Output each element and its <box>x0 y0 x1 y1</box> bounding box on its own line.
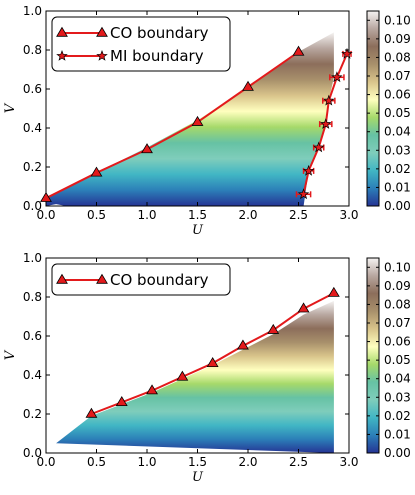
colorbar-tick-label: 0.05 <box>384 353 411 367</box>
y-tick-label: 0.0 <box>23 199 42 213</box>
series-mi-boundary <box>295 47 353 200</box>
colorbar: 0.00 0.01 0.02 0.03 0.04 0.05 0.06 0.07 0.08 0.09… <box>366 257 411 460</box>
y-tick-label: 0.6 <box>23 82 42 96</box>
colorbar-tick-label: 0.02 <box>384 162 411 176</box>
star-marker <box>323 94 335 106</box>
chart-2: 0.0 0.5 1.0 1.5 2.0 2.5 3.0 0.0 0.2 0.4 0.6 0.8 1.0 U… <box>3 251 411 485</box>
legend-label: CO boundary <box>110 24 209 42</box>
colorbar: 0.00 0.01 0.02 0.03 0.04 0.05 0.06 0.07 0.08 0.09… <box>366 10 411 213</box>
colorbar-tick-label: 0.10 <box>384 13 411 27</box>
triangle-marker <box>191 115 204 126</box>
colorbar-tick-label: 0.00 <box>384 446 411 460</box>
colorbar-tick-label: 0.07 <box>384 316 411 330</box>
triangle-marker <box>115 396 128 407</box>
y-tick-label: 0.4 <box>23 121 42 135</box>
triangle-marker <box>292 45 305 56</box>
x-tick-label: 2.5 <box>289 455 308 469</box>
colorbar-tick-label: 0.06 <box>384 335 411 349</box>
y-tick-label: 0.8 <box>23 290 42 304</box>
triangle-marker <box>40 191 52 202</box>
colorbar-tick-label: 0.03 <box>384 390 411 404</box>
x-axis-label: U <box>192 470 204 485</box>
legend-box <box>51 263 231 296</box>
colorbar-tick-label: 0.08 <box>384 297 411 311</box>
y-axis-label: V <box>3 349 18 360</box>
colorbar-tick-label: 0.01 <box>384 180 411 194</box>
triangle-marker <box>90 166 103 177</box>
star-marker <box>341 47 353 59</box>
legend-marker <box>96 26 108 37</box>
y-tick-label: 0.4 <box>23 368 42 382</box>
x-tick-label: 0.5 <box>87 208 106 222</box>
triangle-marker <box>141 143 153 154</box>
x-tick-label: 1.0 <box>137 208 156 222</box>
triangle-marker <box>237 339 249 350</box>
legend-marker <box>96 273 108 284</box>
x-axis-label: U <box>192 223 204 238</box>
star-marker <box>331 71 343 83</box>
colorbar-tick-label: 0.09 <box>384 279 411 293</box>
legend-marker <box>56 273 68 284</box>
x-tick-label: 1.5 <box>188 455 207 469</box>
legend-label: CO boundary <box>110 271 209 289</box>
x-tick-label: 2.0 <box>238 208 257 222</box>
x-tick-label: 0.0 <box>36 455 55 469</box>
legend: CO boundary MI boundary <box>51 16 231 72</box>
colorbar-tick-label: 0.04 <box>384 125 411 139</box>
colorbar-tick-label: 0.02 <box>384 409 411 423</box>
colorbar-fill <box>366 10 380 207</box>
colorbar-tick-label: 0.03 <box>384 143 411 157</box>
series-co-boundary <box>85 286 340 418</box>
y-tick-label: 1.0 <box>23 251 42 265</box>
colorbar-tick-label: 0.04 <box>384 372 411 386</box>
legend-box <box>51 16 231 72</box>
chart-1: 0.0 0.5 1.0 1.5 2.0 2.5 3.0 0.0 0.2 0.4 0.6 0.8 1.0 U… <box>3 4 411 238</box>
star-marker <box>320 118 332 129</box>
colorbar-tick-label: 0.06 <box>384 88 411 102</box>
y-tick-label: 0.2 <box>23 160 42 174</box>
series-co-boundary <box>40 45 305 202</box>
star-marker <box>302 164 315 176</box>
triangle-marker <box>206 357 219 368</box>
legend-marker <box>56 49 68 61</box>
y-tick-label: 0.8 <box>23 43 42 57</box>
x-tick-label: 0.0 <box>36 208 55 222</box>
x-tick-label: 3.0 <box>339 455 358 469</box>
colorbar-tick-label: 0.08 <box>384 50 411 64</box>
colorbar-tick-label: 0.07 <box>384 69 411 83</box>
x-tick-label: 1.0 <box>137 455 156 469</box>
triangle-marker <box>297 302 310 313</box>
colorbar-tick-label: 0.10 <box>384 260 411 274</box>
legend: CO boundary <box>51 263 231 296</box>
colorbar-tick-label: 0.01 <box>384 427 411 441</box>
triangle-marker <box>146 384 158 395</box>
star-marker <box>312 141 325 153</box>
heatmap-region <box>56 300 334 453</box>
triangle-marker <box>327 286 340 297</box>
legend-marker <box>96 49 108 61</box>
triangle-marker <box>267 323 280 334</box>
y-tick-label: 1.0 <box>23 4 42 18</box>
star-marker <box>297 188 310 200</box>
x-tick-label: 2.5 <box>289 208 308 222</box>
triangle-marker <box>242 80 254 91</box>
series-line <box>45 51 300 200</box>
y-tick-label: 0.6 <box>23 329 42 343</box>
x-tick-label: 3.0 <box>339 208 358 222</box>
triangle-marker <box>85 407 98 418</box>
y-tick-label: 0.2 <box>23 407 42 421</box>
colorbar-tick-label: 0.05 <box>384 106 411 120</box>
legend-marker <box>56 26 68 37</box>
colorbar-fill <box>366 257 380 454</box>
y-tick-label: 0.0 <box>23 446 42 460</box>
colorbar-tick-label: 0.09 <box>384 32 411 46</box>
colorbar-tick-label: 0.00 <box>384 199 411 213</box>
triangle-marker <box>176 370 189 381</box>
x-tick-label: 0.5 <box>87 455 106 469</box>
x-tick-label: 1.5 <box>188 208 207 222</box>
legend-label: MI boundary <box>110 47 204 65</box>
x-tick-label: 2.0 <box>238 455 257 469</box>
y-axis-label: V <box>3 102 18 113</box>
